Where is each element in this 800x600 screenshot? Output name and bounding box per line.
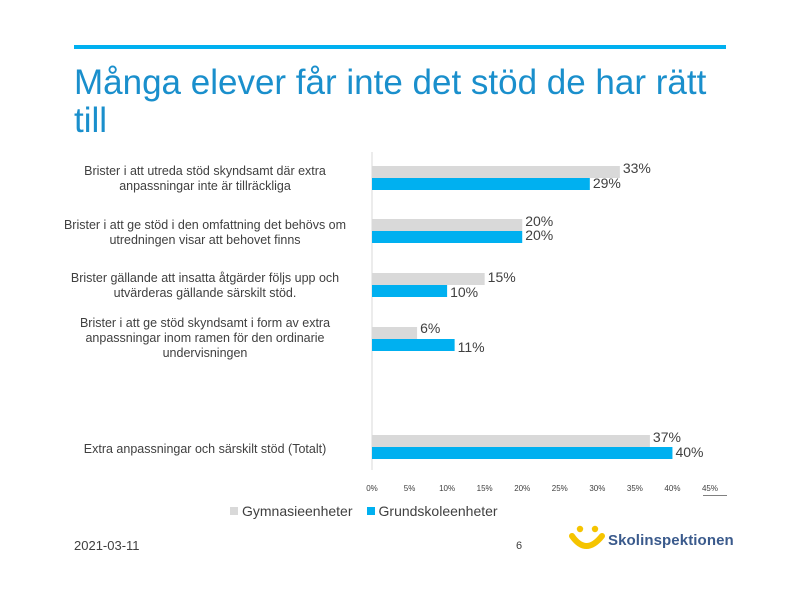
x-tick-label: 40% xyxy=(664,484,680,493)
category-label: Brister gällande att insatta åtgärder fö… xyxy=(70,271,340,300)
data-label-grundskole-1: 20% xyxy=(525,227,553,243)
data-label-gymnasie-3: 6% xyxy=(420,320,440,336)
data-label-gymnasie-4: 37% xyxy=(653,429,681,445)
category-label: Brister i att ge stöd skyndsamt i form a… xyxy=(79,316,331,360)
bar-gymnasie-4 xyxy=(372,435,650,447)
x-tick-label: 5% xyxy=(404,484,416,493)
legend-item-gymnasie: Gymnasieenheter xyxy=(230,503,353,519)
skolinspektionen-logo: Skolinspektionen xyxy=(568,522,734,558)
x-tick-label: 30% xyxy=(589,484,605,493)
chart-legend: Gymnasieenheter Grundskoleenheter xyxy=(230,503,498,519)
bar-grundskole-0 xyxy=(372,178,590,190)
title-rule xyxy=(74,45,726,49)
data-label-grundskole-3: 11% xyxy=(458,339,485,355)
x-tick-label: 35% xyxy=(627,484,643,493)
page-number: 6 xyxy=(516,540,523,552)
data-label-grundskole-4: 40% xyxy=(675,444,703,460)
legend-swatch-grundskole xyxy=(366,507,375,515)
legend-item-grundskole: Grundskoleenheter xyxy=(366,503,498,519)
legend-swatch-gymnasie xyxy=(230,507,238,515)
bar-grundskole-2 xyxy=(372,285,448,297)
logo-text: Skolinspektionen xyxy=(608,532,734,549)
bar-gymnasie-2 xyxy=(372,273,485,285)
x-tick-label: 10% xyxy=(439,484,455,493)
data-label-gymnasie-2: 15% xyxy=(488,269,516,285)
data-label-grundskole-2: 10% xyxy=(450,284,478,300)
x-tick-label: 0% xyxy=(366,484,378,493)
bar-grundskole-3 xyxy=(372,339,455,351)
legend-label-gymnasie: Gymnasieenheter xyxy=(242,503,353,519)
bar-gymnasie-3 xyxy=(372,327,418,339)
slide-title: Många elever får inte det stöd de har rä… xyxy=(74,63,707,140)
category-label: Extra anpassningar och särskilt stöd (To… xyxy=(83,442,327,456)
x-tick-label: 15% xyxy=(477,484,493,493)
x-tick-label: 45% xyxy=(702,484,718,493)
bar-gymnasie-0 xyxy=(372,166,620,178)
data-label-grundskole-0: 29% xyxy=(593,175,621,191)
bar-grundskole-1 xyxy=(372,231,523,243)
bar-gymnasie-1 xyxy=(372,219,523,231)
category-label: Brister i att ge stöd i den omfattning d… xyxy=(63,218,347,247)
legend-label-grundskole: Grundskoleenheter xyxy=(378,503,498,519)
x-tick-label: 25% xyxy=(552,484,568,493)
bar-grundskole-4 xyxy=(372,447,673,459)
x-tick-label: 20% xyxy=(514,484,530,493)
logo-smile-icon xyxy=(569,525,605,549)
data-label-gymnasie-1: 20% xyxy=(525,213,553,229)
corner-divider xyxy=(703,495,727,496)
slide-date: 2021-03-11 xyxy=(74,538,140,553)
category-label: Brister i att utreda stöd skyndsamt där … xyxy=(84,164,326,193)
data-label-gymnasie-0: 33% xyxy=(623,160,651,176)
